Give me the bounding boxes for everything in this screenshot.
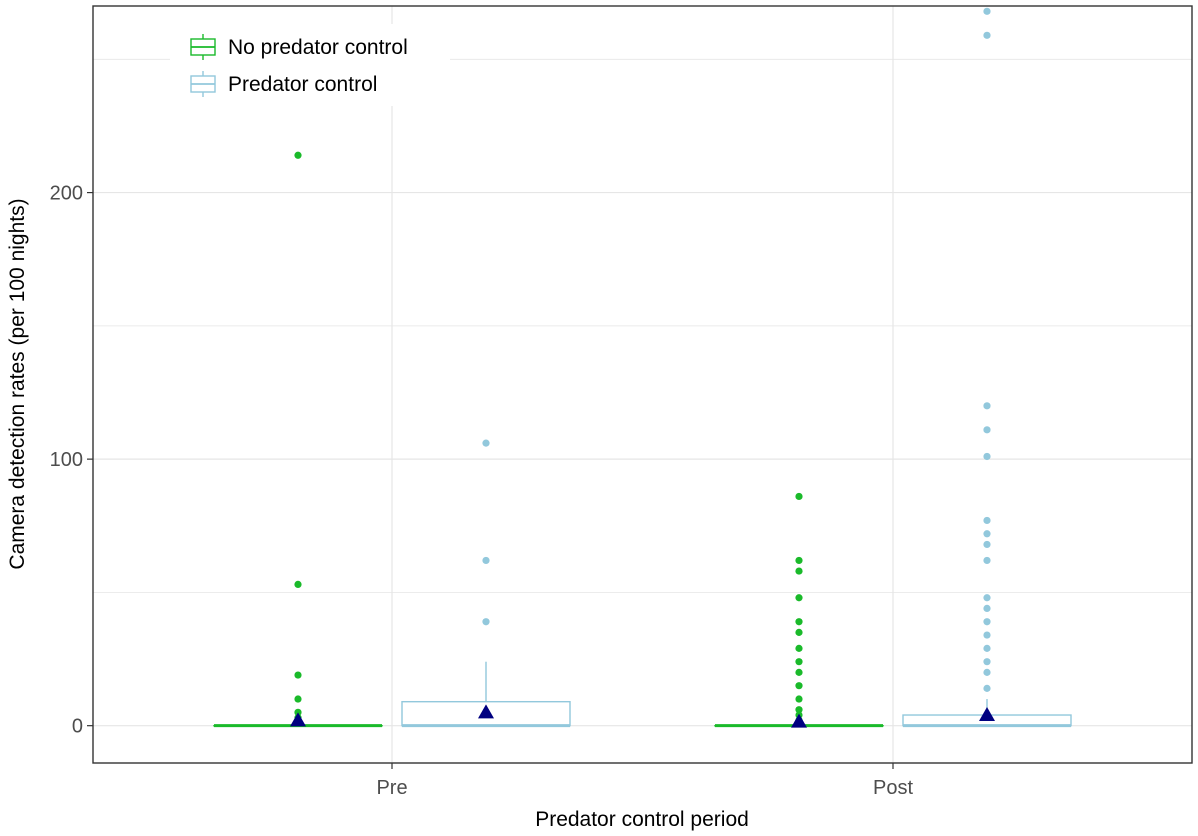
boxplot-no_control-post [714,492,884,728]
outlier-point [983,658,991,666]
x-axis-title: Predator control period [535,808,749,831]
outlier-point [795,594,803,602]
mean-marker [791,713,807,728]
outlier-point [983,604,991,613]
outlier-point [795,644,803,652]
outlier-point [795,658,803,666]
outlier-point [294,580,302,589]
outlier-point [983,631,991,639]
outlier-point [983,516,991,525]
outlier-point [795,556,803,565]
outlier-point [294,671,302,679]
grid-lines [93,6,1192,763]
outlier-point [795,695,803,703]
outlier-point [983,684,991,692]
mean-marker [478,704,494,719]
legend-item-no_control: No predator control [190,34,408,60]
y-axis-title: Camera detection rates (per 100 nights) [6,198,29,569]
y-tick-label: 200 [50,183,83,205]
outlier-point [983,540,991,549]
legend-label: No predator control [228,36,408,59]
outlier-point [482,556,490,565]
outlier-point [983,618,991,626]
outlier-point [983,402,991,410]
outlier-point [983,556,991,565]
outlier-point [294,151,302,159]
y-tick-label: 0 [72,716,83,738]
x-tick-label: Post [873,777,913,799]
legend-label: Predator control [228,73,377,96]
outlier-point [983,644,991,652]
outlier-point [795,682,803,690]
mean-marker [979,707,995,722]
outlier-point [482,618,490,626]
legend-background [170,24,450,106]
outlier-point [795,492,803,501]
legend-item-control: Predator control [190,71,377,97]
outlier-point [983,668,991,676]
outlier-point [482,439,490,447]
outlier-point [983,452,991,461]
outlier-point [983,530,991,538]
legend: No predator control Predator control [170,24,450,106]
outlier-point [983,426,991,434]
panel-border [92,5,1193,764]
plot-data [213,7,1072,728]
boxplot-no_control-pre [213,151,383,728]
y-tick-label: 100 [50,449,83,471]
outlier-point [795,618,803,626]
axes: 0 100 200 Pre Post [50,183,914,799]
outlier-point [983,594,991,602]
outlier-point [983,7,991,15]
outlier-point [294,695,302,703]
x-tick-label: Pre [376,777,407,799]
boxplot-control-pre [401,439,571,728]
outlier-point [795,706,803,714]
outlier-point [795,668,803,676]
mean-marker [290,712,306,727]
outlier-point [983,31,991,39]
outlier-point [795,567,803,575]
outlier-point [795,628,803,636]
boxplot-control-post [902,7,1072,728]
